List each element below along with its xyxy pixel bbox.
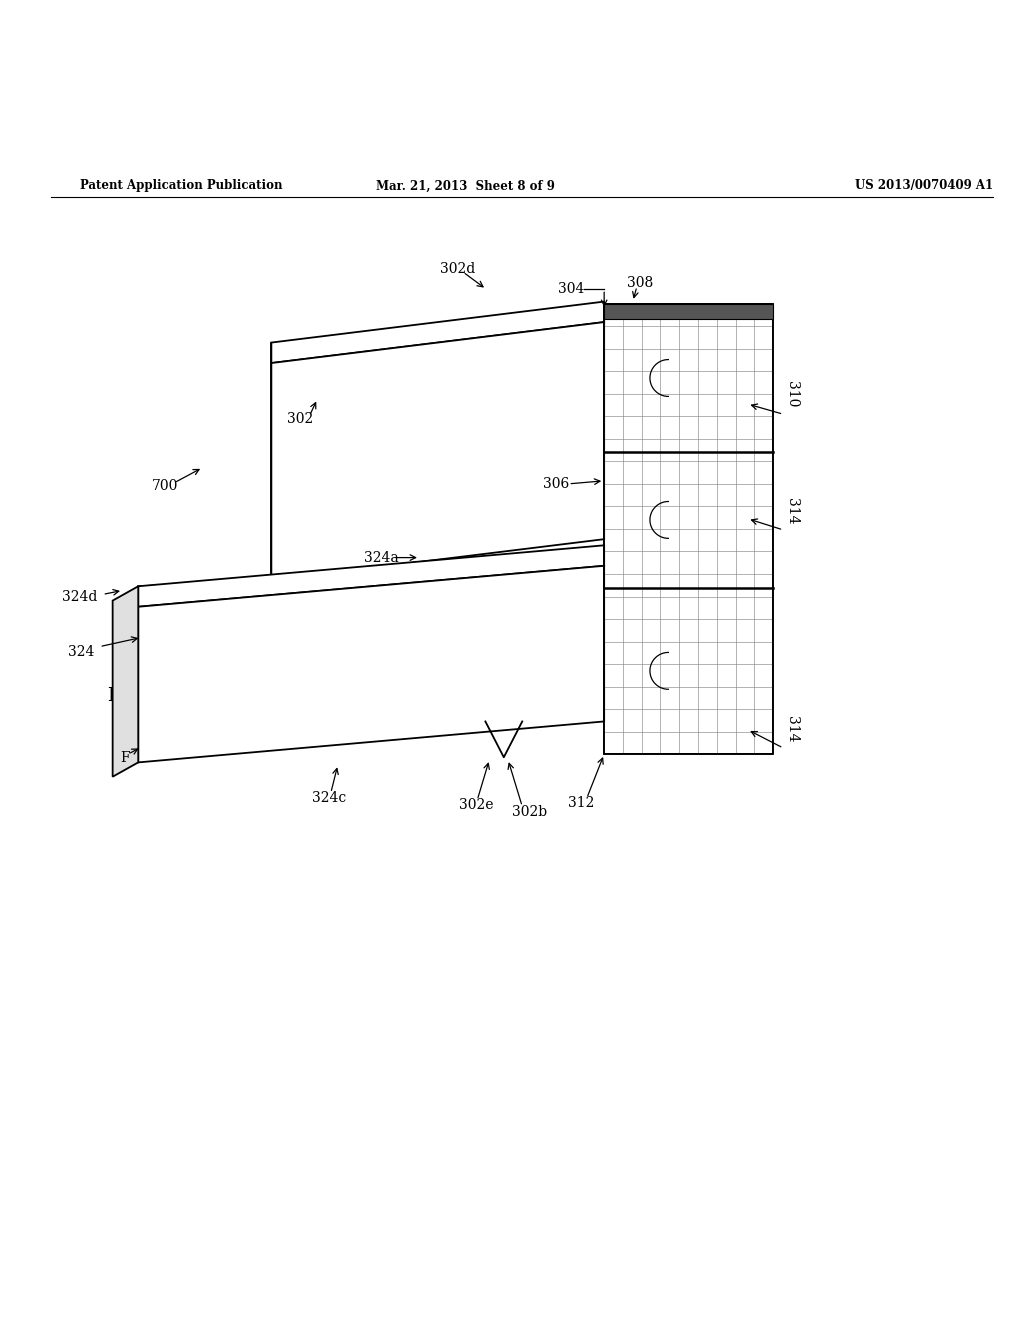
Text: Mar. 21, 2013  Sheet 8 of 9: Mar. 21, 2013 Sheet 8 of 9 [377,180,555,193]
Text: 312: 312 [568,796,595,810]
Text: 314: 314 [785,498,800,525]
Text: 324d: 324d [61,590,97,603]
Text: 302e: 302e [459,799,494,812]
Text: 314: 314 [785,717,800,743]
Polygon shape [113,586,138,776]
Polygon shape [138,545,604,607]
Text: US 2013/0070409 A1: US 2013/0070409 A1 [855,180,993,193]
Text: F: F [120,751,129,766]
Text: 302d: 302d [440,261,475,276]
Text: 324a: 324a [364,550,398,565]
Text: 310: 310 [785,380,800,407]
Text: 304: 304 [558,282,585,296]
Text: 302: 302 [287,412,313,426]
Polygon shape [604,304,773,319]
Text: 308: 308 [627,276,653,290]
Text: 324: 324 [68,644,94,659]
Text: 306: 306 [543,477,569,491]
Polygon shape [271,322,604,579]
Text: 324c: 324c [312,791,346,805]
Polygon shape [271,301,604,363]
Text: Patent Application Publication: Patent Application Publication [80,180,283,193]
Text: 700: 700 [152,479,178,492]
Text: Fig. 7: Fig. 7 [108,686,165,705]
Polygon shape [138,566,604,763]
Polygon shape [604,304,773,754]
Text: 302b: 302b [512,805,547,818]
